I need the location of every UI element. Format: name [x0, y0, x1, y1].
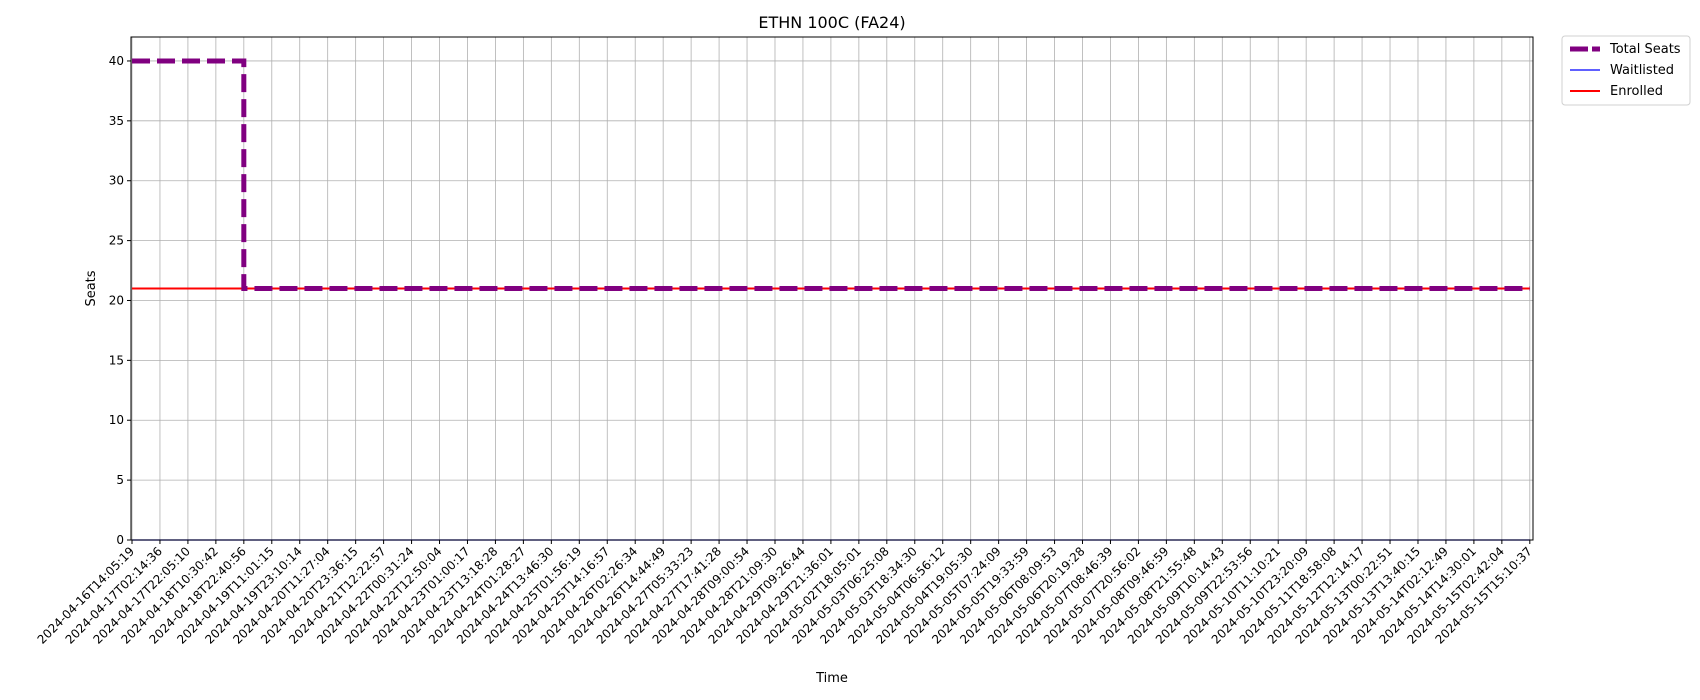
legend-label: Total Seats — [1609, 42, 1681, 57]
y-tick-label: 25 — [109, 234, 124, 248]
x-axis-label: Time — [815, 671, 848, 686]
y-tick-label: 40 — [109, 54, 124, 68]
y-axis-label: Seats — [84, 270, 99, 306]
y-tick-label: 15 — [109, 353, 124, 367]
series-line-total-seats — [132, 58, 1530, 291]
y-tick-label: 10 — [109, 413, 124, 427]
plot-frame — [130, 36, 1534, 541]
legend-frame — [1561, 35, 1691, 106]
y-tick-layer: 0 5 10 15 20 25 30 35 40 — [109, 54, 131, 547]
legend: Total Seats Waitlisted Enrolled — [1561, 35, 1691, 106]
legend-label: Enrolled — [1610, 84, 1663, 99]
y-tick-label: 35 — [109, 114, 124, 128]
y-tick-label: 30 — [109, 174, 124, 188]
chart-title: ETHN 100C (FA24) — [758, 13, 905, 32]
y-tick-label: 5 — [116, 473, 124, 487]
y-tick-label: 0 — [116, 533, 124, 547]
legend-label: Waitlisted — [1610, 63, 1674, 78]
y-tick-label: 20 — [109, 293, 124, 307]
